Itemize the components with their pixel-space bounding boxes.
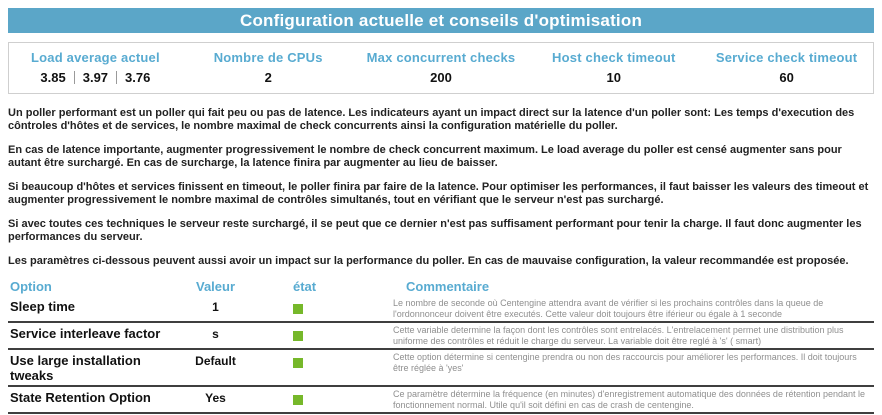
advice-paragraphs: Un poller performant est un poller qui f… <box>8 107 874 268</box>
option-value: Default <box>195 354 236 368</box>
column-header-commentaire: Commentaire <box>406 279 490 294</box>
paragraph-latency-indicators: Un poller performant est un poller qui f… <box>8 107 855 132</box>
stat-host-check-timeout: Host check timeout 10 <box>527 50 700 85</box>
status-ok-icon <box>293 358 303 368</box>
column-header-option: Option <box>10 279 52 294</box>
option-name: Sleep time <box>10 299 76 314</box>
table-row-state-retention-option: State Retention Option Yes Ce paramètre … <box>8 387 874 414</box>
option-value: 1 <box>212 300 219 314</box>
table-row-use-large-installation-tweaks: Use large installation tweaks Default Ce… <box>8 350 874 387</box>
stat-label: Service check timeout <box>715 50 858 65</box>
stat-load-average: Load average actuel 3.85 3.97 3.76 <box>9 50 182 85</box>
paragraph-timeouts: Si beaucoup d'hôtes et services finissen… <box>8 181 869 206</box>
paragraph-increase-concurrent-checks: En cas de latence importante, augmenter … <box>8 144 842 169</box>
stat-value: 10 <box>606 70 622 85</box>
option-name: Use large installation tweaks <box>10 353 141 383</box>
status-cell <box>248 352 393 373</box>
load-average-5min: 3.97 <box>82 70 109 85</box>
options-table: Option Valeur état Commentaire Sleep tim… <box>8 279 874 414</box>
paragraph-server-performance: Si avec toutes ces techniques le serveur… <box>8 218 862 243</box>
paragraph-parameters-below: Les paramètres ci-dessous peuvent aussi … <box>8 255 849 267</box>
status-ok-icon <box>293 331 303 341</box>
option-value: s <box>212 327 219 341</box>
current-configuration-stats-panel: Load average actuel 3.85 3.97 3.76 Nombr… <box>8 42 874 94</box>
load-average-1min: 3.85 <box>40 70 66 85</box>
divider <box>116 71 118 84</box>
status-cell <box>248 389 393 410</box>
stat-value: 60 <box>779 70 794 85</box>
stat-label: Max concurrent checks <box>366 50 516 65</box>
stat-label: Load average actuel <box>30 50 160 65</box>
column-header-etat: état <box>293 279 317 294</box>
status-ok-icon <box>293 395 303 405</box>
load-average-15min: 3.76 <box>125 70 151 85</box>
option-comment: Ce paramètre détermine la fréquence (en … <box>393 389 866 410</box>
status-cell <box>248 325 393 346</box>
status-cell <box>248 298 393 319</box>
stat-value-load-average: 3.85 3.97 3.76 <box>9 70 182 85</box>
divider <box>73 71 75 84</box>
option-comment: Le nombre de seconde où Centengine atten… <box>393 298 824 319</box>
option-name: State Retention Option <box>10 390 151 405</box>
table-row-sleep-time: Sleep time 1 Le nombre de seconde où Cen… <box>8 296 874 323</box>
status-ok-icon <box>293 304 303 314</box>
table-row-service-interleave-factor: Service interleave factor s Cette variab… <box>8 323 874 350</box>
stat-value: 200 <box>430 70 452 85</box>
stat-label: Nombre de CPUs <box>213 50 323 65</box>
stat-service-check-timeout: Service check timeout 60 <box>700 50 873 85</box>
option-value: Yes <box>205 391 226 405</box>
column-header-valeur: Valeur <box>195 279 236 294</box>
stat-cpu-count: Nombre de CPUs 2 <box>182 50 355 85</box>
page-title: Configuration actuelle et conseils d'opt… <box>8 8 874 33</box>
option-comment: Cette option détermine si centengine pre… <box>393 352 857 373</box>
stat-value: 2 <box>264 70 272 85</box>
options-table-header: Option Valeur état Commentaire <box>8 279 874 294</box>
stat-max-concurrent-checks: Max concurrent checks 200 <box>355 50 528 85</box>
stat-label: Host check timeout <box>552 50 676 65</box>
option-comment: Cette variable determine la façon dont l… <box>393 325 844 346</box>
option-name: Service interleave factor <box>10 326 161 341</box>
